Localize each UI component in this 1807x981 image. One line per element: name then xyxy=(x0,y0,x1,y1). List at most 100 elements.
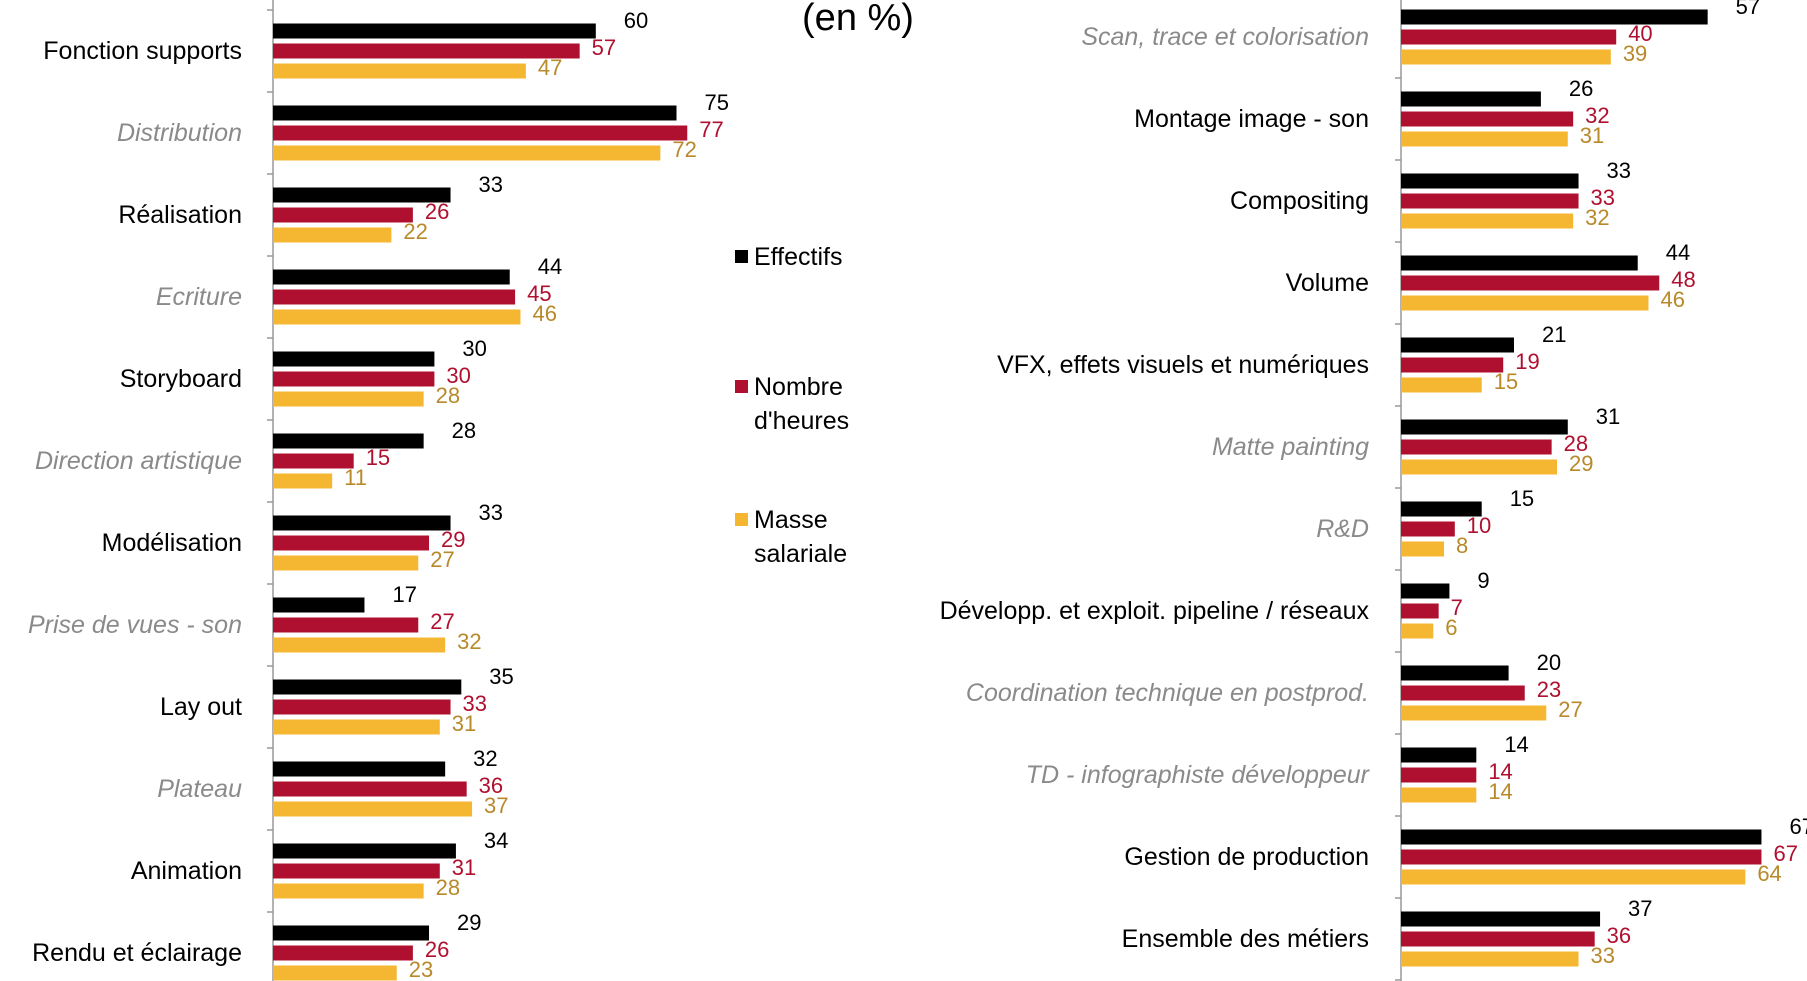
bar xyxy=(273,145,661,161)
bar xyxy=(273,801,473,817)
value-label: 31 xyxy=(452,711,476,736)
value-label: 14 xyxy=(1488,779,1512,804)
bar xyxy=(273,453,354,469)
category-label: Ecriture xyxy=(156,283,242,311)
value-label: 14 xyxy=(1504,732,1528,757)
bar xyxy=(273,433,424,449)
value-label: 48 xyxy=(1671,267,1695,292)
bar xyxy=(273,617,419,633)
value-label: 33 xyxy=(1591,185,1615,210)
category-label: Fonction supports xyxy=(43,37,242,65)
value-label: 37 xyxy=(484,793,508,818)
bar xyxy=(1401,255,1638,271)
value-label: 15 xyxy=(1510,486,1534,511)
bar xyxy=(1401,275,1660,291)
category-label: Matte painting xyxy=(1212,433,1369,461)
bar xyxy=(1401,829,1762,845)
value-label: 64 xyxy=(1757,861,1781,886)
value-label: 35 xyxy=(489,664,513,689)
value-label: 29 xyxy=(457,910,481,935)
value-label: 21 xyxy=(1542,322,1566,347)
bar xyxy=(273,43,580,59)
bar xyxy=(273,289,516,305)
value-label: 46 xyxy=(532,301,556,326)
bar xyxy=(273,391,424,407)
value-label: 31 xyxy=(452,855,476,880)
bar xyxy=(1401,9,1708,25)
category-label: Scan, trace et colorisation xyxy=(1081,23,1369,51)
category-label: R&D xyxy=(1316,515,1369,543)
value-label: 36 xyxy=(1607,923,1631,948)
bar xyxy=(1401,501,1482,517)
value-label: 31 xyxy=(1596,404,1620,429)
bar xyxy=(273,843,456,859)
legend-label: Nombre d'heures xyxy=(754,373,850,435)
bar xyxy=(1401,49,1611,65)
category-label: Plateau xyxy=(157,775,242,803)
bar xyxy=(273,925,430,941)
bar xyxy=(273,719,440,735)
legend-item: Nombre d'heures xyxy=(735,370,875,438)
bar xyxy=(273,187,451,203)
category-label: Volume xyxy=(1286,269,1369,297)
value-label: 26 xyxy=(1569,76,1593,101)
bar xyxy=(273,597,365,613)
value-label: 33 xyxy=(1591,943,1615,968)
bar xyxy=(1401,29,1617,45)
value-label: 26 xyxy=(425,937,449,962)
bar xyxy=(273,515,451,531)
legend-label: Effectifs xyxy=(754,243,843,271)
value-label: 32 xyxy=(473,746,497,771)
value-label: 44 xyxy=(538,254,562,279)
bar xyxy=(1401,131,1568,147)
bar xyxy=(273,473,333,489)
value-label: 15 xyxy=(1494,369,1518,394)
value-label: 15 xyxy=(366,445,390,470)
bar xyxy=(273,207,413,223)
bar xyxy=(1401,705,1547,721)
bar xyxy=(273,309,521,325)
value-label: 57 xyxy=(1736,0,1760,19)
bar xyxy=(1401,193,1579,209)
bar xyxy=(273,105,677,121)
value-label: 33 xyxy=(479,172,503,197)
bar xyxy=(1401,747,1477,763)
bar xyxy=(273,227,392,243)
category-label: VFX, effets visuels et numériques xyxy=(997,351,1369,379)
value-label: 27 xyxy=(430,547,454,572)
value-label: 14 xyxy=(1488,759,1512,784)
bar xyxy=(1401,849,1762,865)
bar xyxy=(1401,603,1439,619)
bar xyxy=(1401,911,1601,927)
chart-title: (en %) xyxy=(802,0,914,39)
value-label: 6 xyxy=(1445,615,1457,640)
category-label: Modélisation xyxy=(102,529,242,557)
bar xyxy=(1401,459,1558,475)
category-label: Développ. et exploit. pipeline / réseaux xyxy=(940,597,1370,625)
value-label: 28 xyxy=(1564,431,1588,456)
value-label: 23 xyxy=(409,957,433,981)
value-label: 32 xyxy=(457,629,481,654)
bar xyxy=(273,863,440,879)
category-label: Rendu et éclairage xyxy=(32,939,242,967)
value-label: 47 xyxy=(538,55,562,80)
bar xyxy=(1401,665,1509,681)
value-label: 33 xyxy=(479,500,503,525)
bar xyxy=(273,555,419,571)
bar xyxy=(1401,295,1649,311)
bar xyxy=(1401,951,1579,967)
bar xyxy=(273,269,510,285)
value-label: 23 xyxy=(1537,677,1561,702)
value-label: 27 xyxy=(430,609,454,634)
value-label: 34 xyxy=(484,828,508,853)
value-label: 9 xyxy=(1477,568,1489,593)
bar xyxy=(1401,111,1574,127)
value-label: 44 xyxy=(1666,240,1690,265)
bar xyxy=(273,23,596,39)
value-label: 7 xyxy=(1451,595,1463,620)
value-label: 32 xyxy=(1585,205,1609,230)
category-label: Ensemble des métiers xyxy=(1122,925,1369,953)
value-label: 26 xyxy=(425,199,449,224)
category-label: Réalisation xyxy=(118,201,242,229)
